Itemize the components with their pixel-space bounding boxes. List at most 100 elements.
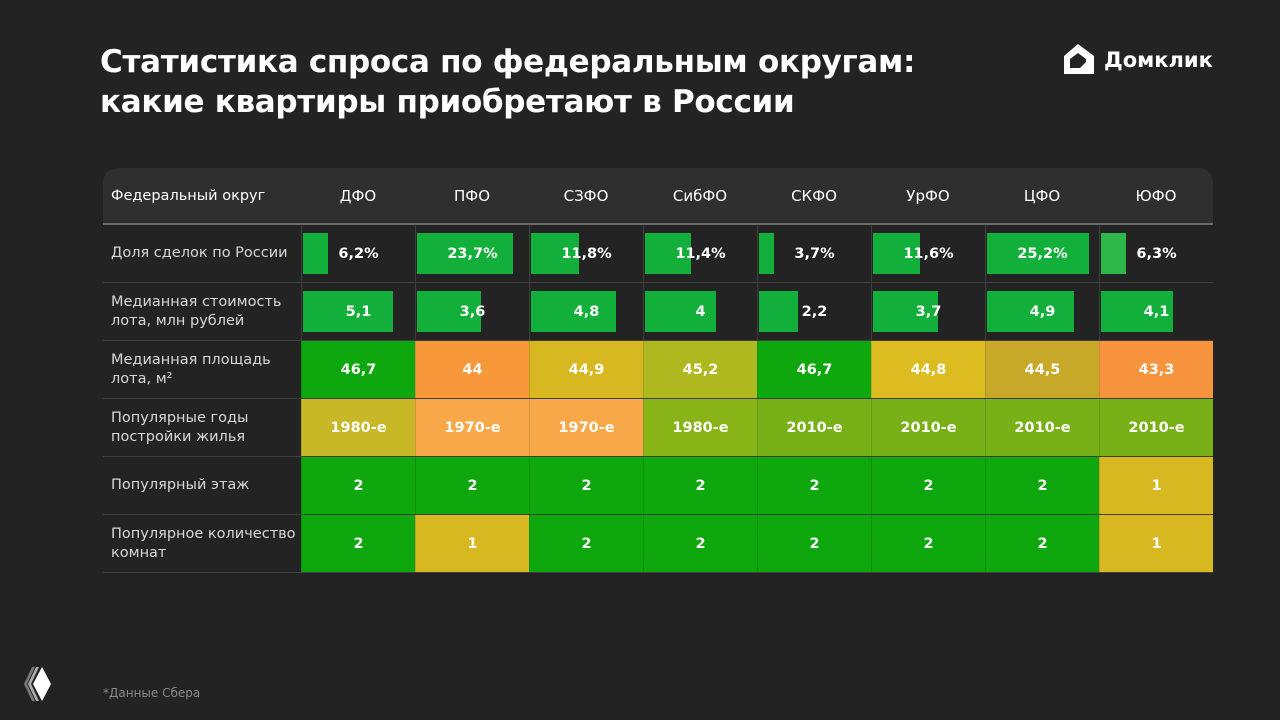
table-cell: 1980-е — [643, 399, 757, 456]
table-cell: 1970-е — [529, 399, 643, 456]
cell-value: 1 — [1151, 477, 1162, 494]
table-row: Популярное количество комнат 2 1 2 2 2 2 2 1 — [103, 515, 1213, 573]
cell-value: 2 — [695, 535, 706, 552]
cell-value: 2 — [467, 477, 478, 494]
table-cell: 2010-е — [985, 399, 1099, 456]
column-header: ЮФО — [1135, 186, 1177, 205]
table-row: Медианная площадь лота, м² 46,7 44 44,9 45,2… — [103, 341, 1213, 399]
page-title: Статистика спроса по федеральным округам… — [100, 42, 915, 122]
table-cell: 46,7 — [757, 341, 871, 398]
cell-value: 23,7% — [447, 245, 498, 262]
cell-value: 6,2% — [338, 245, 379, 262]
table-cell: 2 — [301, 457, 415, 514]
table-cell: 4,8 — [529, 283, 643, 340]
cell-value: 45,2 — [682, 361, 719, 378]
table-row: Популярные годы постройки жилья 1980-е 197… — [103, 399, 1213, 457]
table-cell: 44,8 — [871, 341, 985, 398]
title-line-1: Статистика спроса по федеральным округам… — [100, 44, 916, 80]
row-label: Медианная площадь лота, м² — [111, 351, 271, 387]
table-cell: 2 — [301, 515, 415, 572]
table-cell: 11,8% — [529, 225, 643, 282]
cell-value: 2 — [353, 535, 364, 552]
table-cell: 6,2% — [301, 225, 415, 282]
cell-value: 1 — [467, 535, 478, 552]
column-header: ПФО — [454, 186, 490, 205]
value-bar — [759, 233, 774, 274]
table-cell: 4 — [643, 283, 757, 340]
cell-value: 3,6 — [459, 303, 486, 320]
table-cell: 44,5 — [985, 341, 1099, 398]
cell-value: 1980-е — [330, 419, 387, 436]
row-label: Популярный этаж — [111, 477, 250, 493]
cell-value: 44 — [462, 361, 483, 378]
logo-text: Домклик — [1104, 48, 1213, 72]
value-bar — [873, 233, 920, 274]
value-bar — [531, 233, 579, 274]
column-header: СЗФО — [563, 186, 609, 205]
table-cell: 2 — [529, 515, 643, 572]
cell-value: 44,8 — [910, 361, 947, 378]
table-cell: 2 — [529, 457, 643, 514]
value-bar — [759, 291, 798, 332]
value-bar — [987, 291, 1074, 332]
table-cell: 3,6 — [415, 283, 529, 340]
table-cell: 2010-е — [757, 399, 871, 456]
row-label: Популярное количество комнат — [111, 525, 296, 561]
cell-value: 2 — [923, 535, 934, 552]
table-cell: 2,2 — [757, 283, 871, 340]
column-header: ДФО — [339, 186, 377, 205]
table-cell: 45,2 — [643, 341, 757, 398]
table-cell: 11,4% — [643, 225, 757, 282]
table-cell: 46,7 — [301, 341, 415, 398]
cell-value: 25,2% — [1017, 245, 1068, 262]
cell-value: 2 — [809, 535, 820, 552]
table-cell: 5,1 — [301, 283, 415, 340]
row-label: Доля сделок по России — [111, 245, 288, 261]
table-row: Популярный этаж 2 2 2 2 2 2 2 1 — [103, 457, 1213, 515]
cell-value: 4,1 — [1143, 303, 1170, 320]
cell-value: 2 — [1037, 477, 1048, 494]
table-cell: 2 — [985, 515, 1099, 572]
cell-value: 43,3 — [1138, 361, 1175, 378]
cell-value: 2010-е — [1128, 419, 1185, 436]
value-bar — [1101, 291, 1174, 332]
value-bar — [645, 233, 691, 274]
table-cell: 23,7% — [415, 225, 529, 282]
title-line-2: какие квартиры приобретают в России — [100, 84, 795, 120]
table-cell: 1970-е — [415, 399, 529, 456]
table-row: Доля сделок по России 6,2% 23,7% 11,8% 11,4%… — [103, 225, 1213, 283]
cell-value: 2010-е — [786, 419, 843, 436]
table-cell: 2 — [643, 457, 757, 514]
table-cell: 2 — [871, 515, 985, 572]
table-cell: 4,9 — [985, 283, 1099, 340]
value-bar — [417, 233, 513, 274]
house-logo-icon — [1064, 44, 1094, 74]
value-bar — [873, 291, 939, 332]
row-label: Популярные годы постройки жилья — [111, 409, 249, 445]
cell-value: 2 — [1037, 535, 1048, 552]
cell-value: 2 — [695, 477, 706, 494]
table-row: Медианная стоимость лота, млн рублей 5,1 3… — [103, 283, 1213, 341]
column-header: ЦФО — [1023, 186, 1061, 205]
value-bar — [531, 291, 616, 332]
value-bar — [417, 291, 481, 332]
row-label: Медианная стоимость лота, млн рублей — [111, 293, 282, 329]
cell-value: 2 — [581, 477, 592, 494]
cell-value: 1 — [1151, 535, 1162, 552]
table-cell: 43,3 — [1099, 341, 1213, 398]
table-cell: 25,2% — [985, 225, 1099, 282]
cell-value: 3,7% — [794, 245, 835, 262]
cell-value: 2010-е — [900, 419, 957, 436]
table-cell: 2010-е — [871, 399, 985, 456]
table-cell: 2 — [757, 457, 871, 514]
cell-value: 4,8 — [573, 303, 600, 320]
table-cell: 3,7% — [757, 225, 871, 282]
sber-logo-icon — [24, 667, 51, 701]
cell-value: 46,7 — [340, 361, 377, 378]
cell-value: 44,9 — [568, 361, 605, 378]
column-header: СКФО — [791, 186, 837, 205]
cell-value: 2010-е — [1014, 419, 1071, 436]
cell-value: 1970-е — [444, 419, 501, 436]
table-header: Федеральный округ ДФО ПФО СЗФО СибФО СКФО УрФ… — [103, 168, 1213, 225]
footnote: *Данные Сбера — [103, 686, 201, 700]
